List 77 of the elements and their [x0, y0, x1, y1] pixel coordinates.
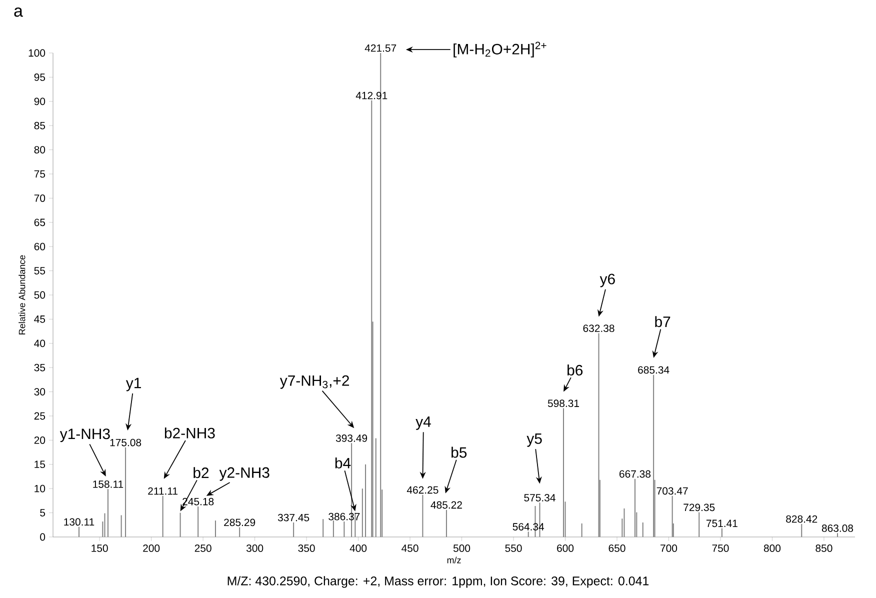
annotation: 667.38 — [620, 470, 651, 478]
x-tick-label: 550 — [505, 544, 522, 552]
x-tick-label: 750 — [712, 544, 729, 552]
y-axis-title: Relative Abundance — [18, 255, 26, 334]
annotation: b4 — [335, 457, 351, 468]
annotation: 703.47 — [656, 487, 688, 495]
annotation: 175.08 — [110, 438, 142, 446]
y-tick-label: 25 — [34, 412, 46, 420]
y-tick-label: 80 — [34, 146, 46, 154]
x-tick-label: 850 — [816, 544, 832, 552]
y-tick-label: 5 — [40, 509, 46, 516]
annotation: y2-NH3 — [219, 467, 270, 481]
y-tick-label: 50 — [34, 291, 46, 299]
x-tick-label: 450 — [402, 544, 418, 552]
y-tick-label: 20 — [34, 436, 46, 444]
annotation: y5 — [526, 433, 542, 447]
chart-title: a — [14, 8, 23, 17]
annotation: y1 — [126, 378, 141, 392]
y-tick-label: 45 — [34, 316, 46, 323]
annotation: 863.08 — [822, 524, 854, 532]
annotation: 828.42 — [786, 515, 818, 523]
annotation: b5 — [452, 446, 467, 458]
y-tick-label: 40 — [34, 340, 46, 348]
annotation: 130.11 — [64, 518, 94, 526]
x-tick-label: 800 — [764, 544, 781, 552]
annotation: 211.11 — [148, 487, 178, 495]
annotation: 751.41 — [706, 520, 738, 528]
annotation: 337.45 — [278, 514, 310, 522]
x-tick-label: 600 — [557, 544, 574, 552]
annotation: 285.29 — [224, 518, 256, 526]
y-tick-label: 15 — [34, 460, 46, 468]
annotation: 575.34 — [524, 494, 556, 502]
y-tick-label: 95 — [34, 73, 46, 81]
y-tick-label: 75 — [34, 170, 46, 178]
x-tick-label: 700 — [660, 544, 678, 552]
annotation: b2 — [194, 467, 209, 478]
y-tick-label: 10 — [34, 484, 46, 492]
y-tick-label: 70 — [34, 194, 46, 202]
y-tick-label: 35 — [34, 364, 46, 372]
annotation: y7-NH$_{3}$,+2 — [280, 375, 349, 389]
annotation: 598.31 — [548, 400, 579, 408]
annotation: 393.49 — [336, 434, 368, 442]
x-tick-label: 150 — [92, 544, 108, 552]
annotation: 158.11 — [93, 480, 124, 488]
x-axis-title: m/z — [447, 556, 461, 564]
annotation: b2-NH3 — [164, 427, 215, 438]
annotation: y4 — [416, 416, 431, 430]
y-tick-label: 0 — [40, 533, 46, 541]
y-tick-label: 60 — [34, 242, 46, 250]
annotation: y6 — [600, 274, 615, 288]
annotation: 386.37 — [328, 512, 360, 520]
annotation: b6 — [568, 364, 583, 376]
text: M/Z: 430.2590, Charge: +2, Mass error: 1ppm, Ion Score: 39, Expect: 0.041 — [228, 576, 649, 588]
annotation: b7 — [655, 316, 670, 328]
y-tick-label: 85 — [34, 122, 46, 130]
annotation: 421.57 — [364, 44, 396, 52]
x-tick-label: 650 — [608, 544, 626, 552]
annotation: 685.34 — [638, 366, 670, 374]
annotation: 729.35 — [684, 504, 715, 512]
x-tick-label: 400 — [350, 544, 367, 552]
y-tick-label: 90 — [34, 98, 46, 106]
y-tick-label: 30 — [34, 388, 46, 396]
annotation: 412.91 — [356, 92, 388, 100]
x-tick-label: 300 — [246, 544, 264, 552]
x-tick-label: 200 — [143, 544, 160, 552]
annotation: 485.22 — [430, 501, 462, 509]
y-tick-label: 55 — [34, 267, 46, 274]
annotation: y1-NH3 — [60, 428, 110, 442]
y-tick-label: 100 — [28, 49, 46, 57]
annotation: 564.34 — [512, 523, 544, 530]
annotation: 632.38 — [583, 324, 614, 332]
x-tick-label: 350 — [298, 544, 315, 552]
y-tick-label: 65 — [34, 218, 46, 226]
annotation: [M-H$_{2}$O+2H]$^{2+}$ — [454, 42, 546, 58]
annotation: 462.25 — [406, 486, 438, 494]
x-tick-label: 250 — [194, 544, 212, 552]
x-tick-label: 500 — [453, 544, 470, 552]
